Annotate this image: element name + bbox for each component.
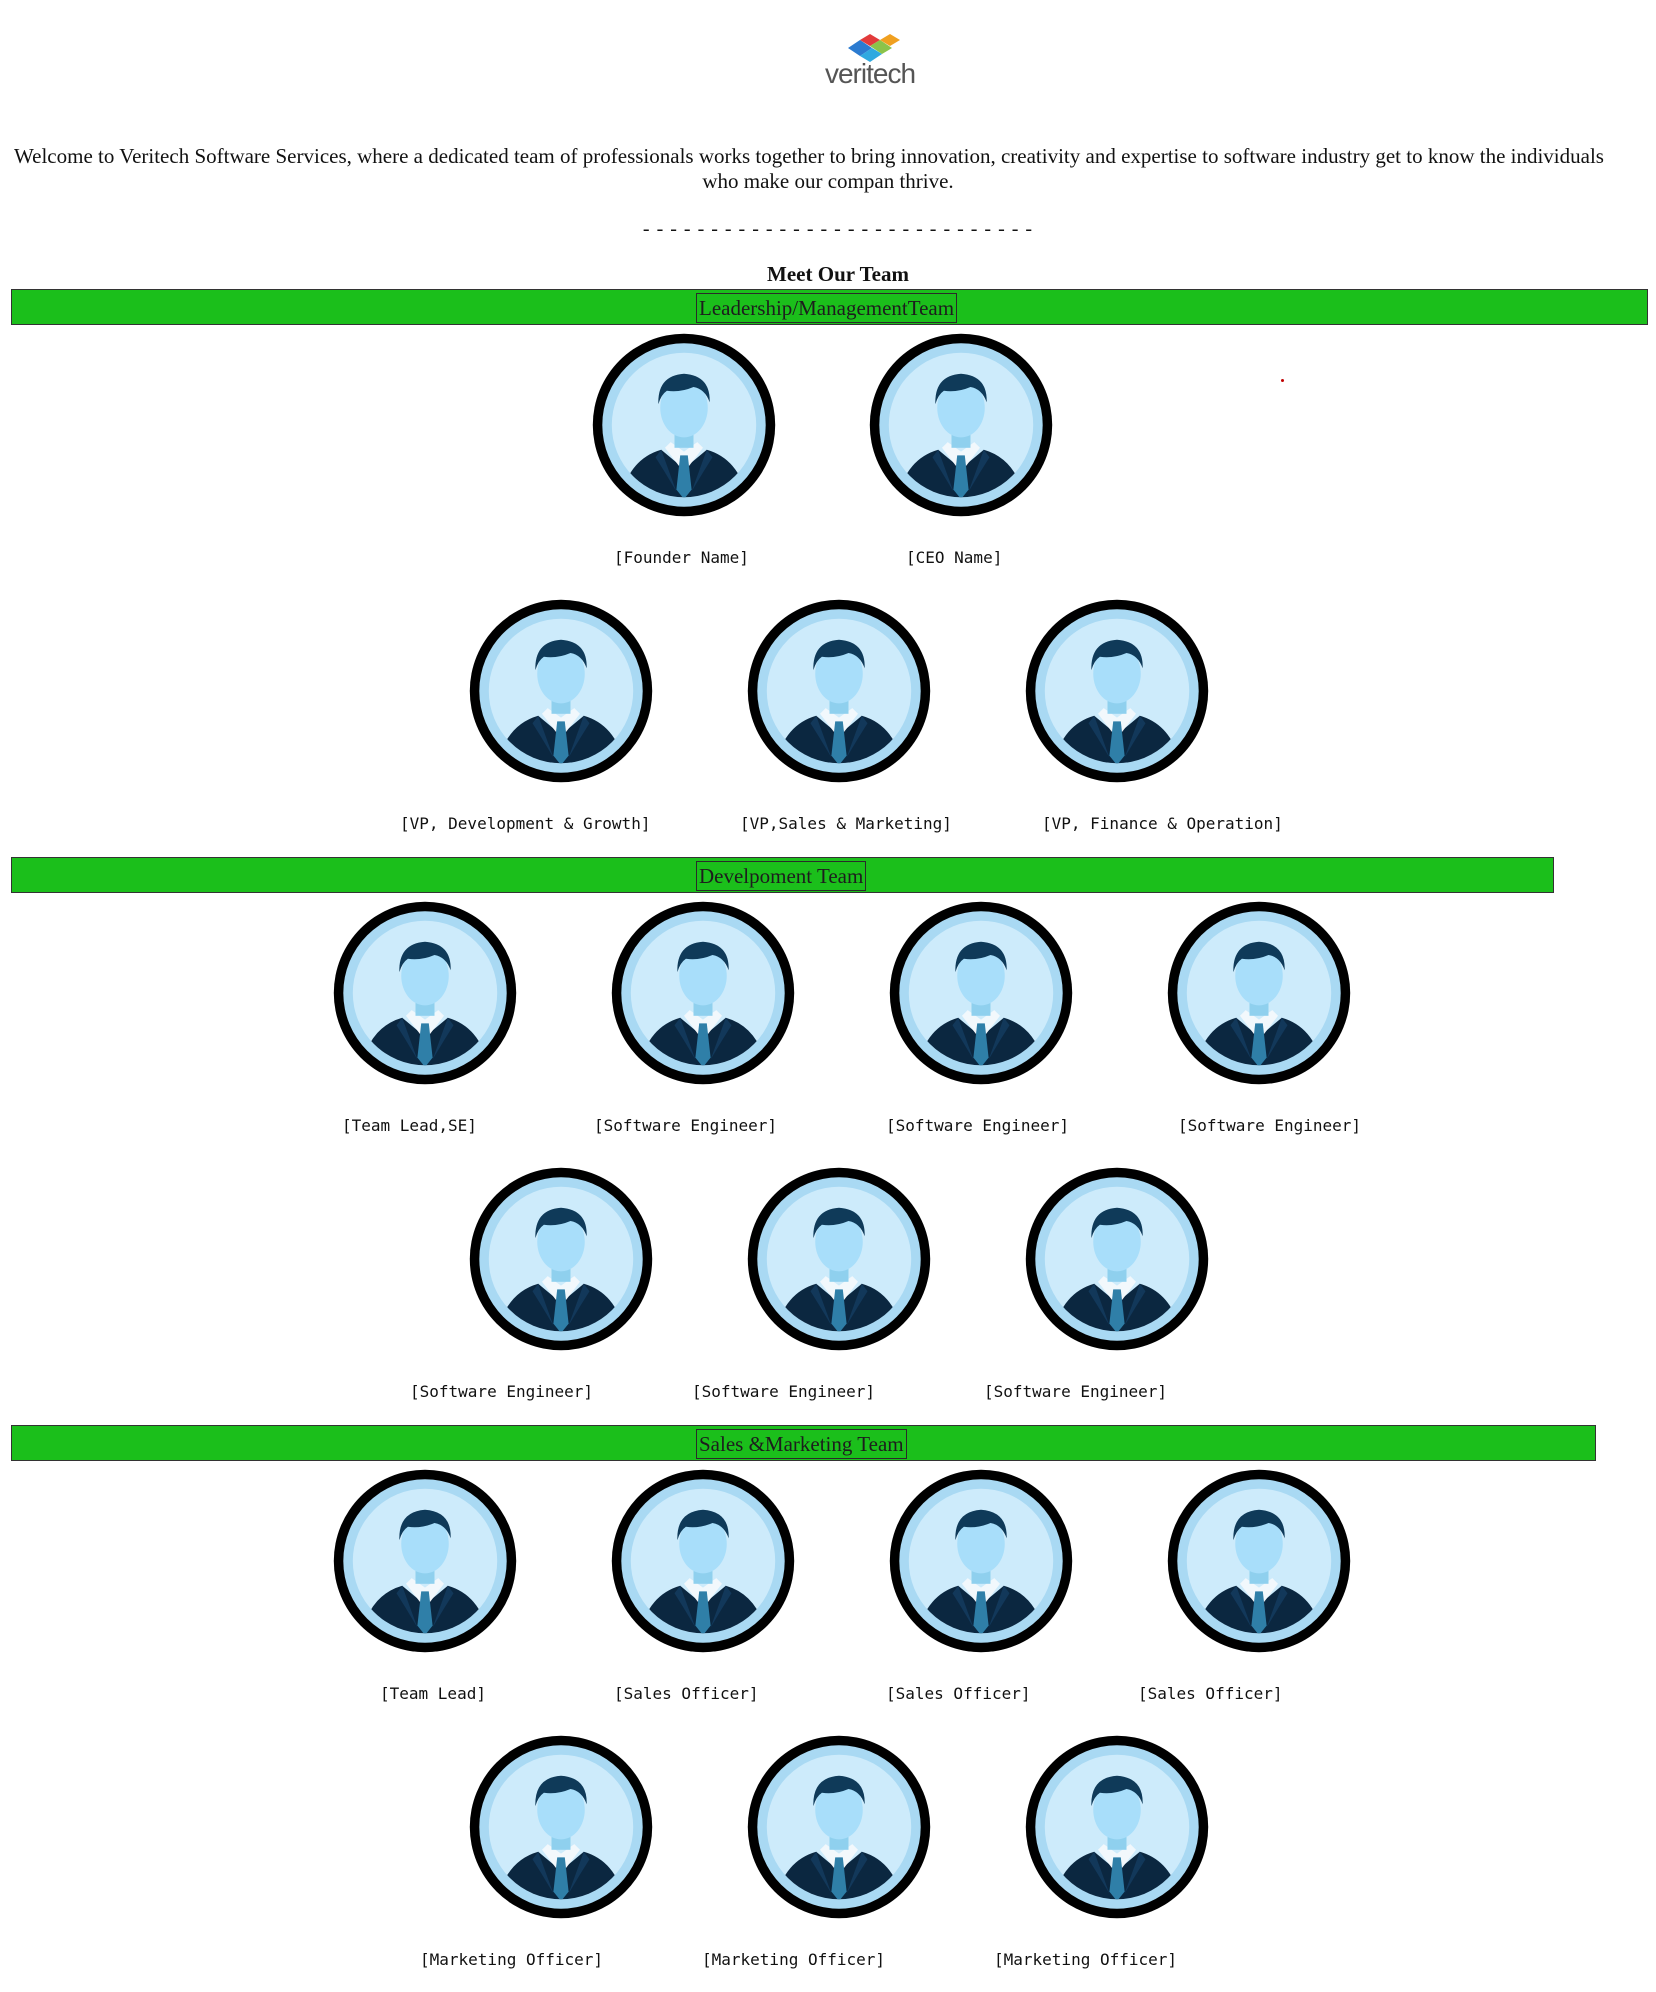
page-heading: Meet Our Team — [767, 262, 909, 286]
businessman-avatar-icon — [608, 898, 798, 1088]
veritech-logo[interactable]: veritech — [820, 30, 920, 90]
businessman-avatar-icon — [589, 330, 779, 520]
team-member-card[interactable]: [Software Engineer] — [594, 898, 798, 1135]
stray-dot — [1281, 379, 1284, 382]
member-name: [VP,Sales & Marketing] — [740, 814, 952, 833]
section-title-development: Develpoment Team — [696, 861, 867, 891]
businessman-avatar-icon — [1022, 1732, 1212, 1922]
businessman-avatar-icon — [1164, 1466, 1354, 1656]
member-name: [Sales Officer] — [1138, 1684, 1283, 1703]
member-name: [Software Engineer] — [410, 1382, 594, 1401]
businessman-avatar-icon — [886, 898, 1076, 1088]
team-member-card[interactable]: [Founder Name] — [589, 330, 779, 567]
businessman-avatar-icon — [330, 1466, 520, 1656]
businessman-avatar-icon — [466, 596, 656, 786]
businessman-avatar-icon — [866, 330, 1056, 520]
businessman-avatar-icon — [744, 1732, 934, 1922]
businessman-avatar-icon — [330, 898, 520, 1088]
businessman-avatar-icon — [744, 1164, 934, 1354]
member-name: [Software Engineer] — [1178, 1116, 1362, 1135]
businessman-avatar-icon — [608, 1466, 798, 1656]
intro-line-2: who make our compan thrive. — [702, 169, 954, 193]
veritech-logo-icon — [848, 34, 900, 62]
logo-text: veritech — [824, 58, 916, 89]
member-name: [Marketing Officer] — [420, 1950, 604, 1969]
team-member-card[interactable]: [Software Engineer] — [692, 1164, 934, 1401]
member-name: [Sales Officer] — [614, 1684, 759, 1703]
member-name: [Sales Officer] — [886, 1684, 1031, 1703]
team-member-card[interactable]: [Software Engineer] — [1164, 898, 1361, 1135]
team-member-card[interactable]: [Sales Officer] — [886, 1466, 1076, 1703]
team-member-card[interactable]: [VP,Sales & Marketing] — [740, 596, 952, 833]
section-band-sales-marketing: Sales &Marketing Team — [11, 1425, 1596, 1461]
team-member-card[interactable]: [Software Engineer] — [410, 1164, 656, 1401]
section-title-sales-marketing: Sales &Marketing Team — [696, 1429, 907, 1459]
member-name: [Software Engineer] — [692, 1382, 876, 1401]
divider: - - - - - - - - - - - - - - - - - - - - … — [642, 218, 1034, 240]
intro-line-1: Welcome to Veritech Software Services, w… — [14, 144, 1604, 168]
member-name: [VP, Development & Growth] — [400, 814, 651, 833]
member-name: [Software Engineer] — [886, 1116, 1070, 1135]
businessman-avatar-icon — [1022, 1164, 1212, 1354]
businessman-avatar-icon — [466, 1732, 656, 1922]
team-member-card[interactable]: [Software Engineer] — [886, 898, 1076, 1135]
businessman-avatar-icon — [744, 596, 934, 786]
member-name: [Software Engineer] — [594, 1116, 778, 1135]
team-member-card[interactable]: [VP, Development & Growth] — [400, 596, 656, 833]
team-member-card[interactable]: [Marketing Officer] — [420, 1732, 656, 1969]
intro-text: Welcome to Veritech Software Services, w… — [0, 144, 1656, 194]
member-name: [Team Lead] — [380, 1684, 486, 1703]
team-member-card[interactable]: [Sales Officer] — [608, 1466, 798, 1703]
businessman-avatar-icon — [1022, 596, 1212, 786]
section-band-leadership: Leadership/ManagementTeam — [11, 289, 1648, 325]
member-name: [Marketing Officer] — [994, 1950, 1178, 1969]
section-band-development: Develpoment Team — [11, 857, 1554, 893]
member-name: [Software Engineer] — [984, 1382, 1168, 1401]
team-member-card[interactable]: [Marketing Officer] — [702, 1732, 934, 1969]
businessman-avatar-icon — [886, 1466, 1076, 1656]
team-member-card[interactable]: [CEO Name] — [866, 330, 1056, 567]
team-member-card[interactable]: [Team Lead] — [330, 1466, 520, 1703]
team-member-card[interactable]: [VP, Finance & Operation] — [1022, 596, 1283, 833]
team-member-card[interactable]: [Sales Officer] — [1138, 1466, 1354, 1703]
team-member-card[interactable]: [Marketing Officer] — [994, 1732, 1212, 1969]
member-name: [Founder Name] — [614, 548, 749, 567]
team-member-card[interactable]: [Software Engineer] — [984, 1164, 1212, 1401]
businessman-avatar-icon — [466, 1164, 656, 1354]
section-title-leadership: Leadership/ManagementTeam — [696, 293, 958, 323]
businessman-avatar-icon — [1164, 898, 1354, 1088]
member-name: [CEO Name] — [906, 548, 1003, 567]
member-name: [Team Lead,SE] — [342, 1116, 477, 1135]
team-member-card[interactable]: [Team Lead,SE] — [330, 898, 520, 1135]
member-name: [VP, Finance & Operation] — [1042, 814, 1283, 833]
member-name: [Marketing Officer] — [702, 1950, 886, 1969]
